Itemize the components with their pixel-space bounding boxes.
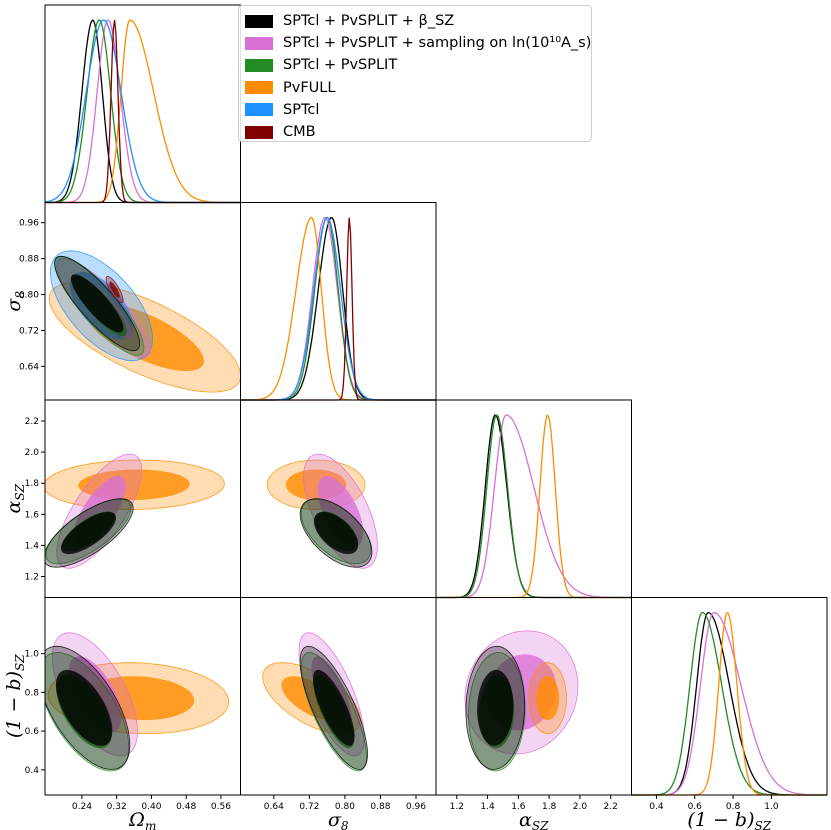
legend-label: SPTcl + PvSPLIT (283, 57, 398, 74)
contour-panel-s8_vs_om (48, 250, 241, 393)
contour-68 (313, 511, 359, 555)
y-tick-label: 0.72 (19, 326, 39, 336)
x-tick-label: 0.56 (211, 802, 231, 812)
x-tick-label: 0.4 (649, 802, 664, 812)
y-tick-label: 0.6 (25, 727, 40, 737)
legend-swatch (245, 58, 273, 72)
x-tick-label: 0.32 (107, 802, 127, 812)
x-tick-label: 0.40 (141, 802, 161, 812)
y-tick-label: 0.8 (25, 688, 40, 698)
legend-swatch (245, 14, 273, 28)
y-tick-label: 0.64 (19, 362, 39, 372)
legend-label: PvFULL (283, 79, 336, 96)
x-axis-label-b: (1 − b)SZ (687, 809, 771, 830)
legend-entry: SPTcl + PvSPLIT + sampling on ln(10¹⁰A_s… (245, 32, 591, 54)
legend-swatch (245, 125, 273, 139)
y-tick-label: 2.2 (25, 417, 39, 427)
contour-68 (109, 281, 120, 298)
marginal-curve (436, 414, 632, 599)
x-axis-label-asz: αSZ (519, 809, 549, 830)
y-tick-label: 0.80 (19, 291, 39, 301)
legend: SPTcl + PvSPLIT + β_SZ SPTcl + PvSPLIT +… (238, 5, 592, 142)
legend-label: SPTcl (283, 101, 320, 118)
marginal-curve (436, 414, 632, 599)
x-tick-label: 0.72 (299, 802, 319, 812)
contour-68 (477, 669, 514, 746)
y-tick-label: 1.6 (25, 510, 40, 520)
legend-swatch (245, 36, 273, 50)
y-tick-label: 0.4 (25, 766, 40, 776)
contour-68 (60, 511, 116, 555)
contour-68 (55, 669, 113, 746)
x-tick-label: 1.0 (764, 802, 779, 812)
legend-swatch (245, 81, 273, 95)
marginal-panel-s8 (240, 216, 436, 401)
y-tick-label: 0.88 (19, 255, 39, 265)
y-tick-label: 1.4 (25, 541, 40, 551)
x-tick-label: 1.4 (480, 802, 495, 812)
x-axis-label-om: Ωm (128, 809, 156, 830)
y-tick-label: 0.96 (19, 219, 39, 229)
y-tick-label: 1.2 (25, 573, 39, 583)
y-tick-label: 1.8 (25, 479, 40, 489)
x-tick-label: 2.2 (604, 802, 618, 812)
y-axis-label-asz: αSZ (3, 483, 27, 513)
legend-entry: SPTcl (245, 99, 583, 121)
marginal-panel-asz (436, 414, 632, 599)
marginal-curve (240, 217, 436, 401)
contour-panel-asz_vs_om (45, 453, 225, 569)
x-tick-label: 0.80 (335, 802, 355, 812)
legend-label: SPTcl + PvSPLIT + β_SZ (283, 13, 455, 30)
x-tick-label: 0.6 (688, 802, 703, 812)
legend-entry: CMB (245, 121, 583, 143)
panel-frame (435, 399, 632, 598)
x-tick-label: 1.2 (450, 802, 464, 812)
marginal-panel-om (44, 19, 241, 204)
x-tick-label: 1.8 (542, 802, 557, 812)
x-tick-label: 0.96 (406, 802, 426, 812)
legend-entry: PvFULL (245, 77, 583, 99)
contour-68 (313, 669, 355, 746)
x-tick-label: 0.88 (370, 802, 390, 812)
legend-swatch (245, 103, 273, 117)
legend-entry: SPTcl + PvSPLIT (245, 54, 583, 76)
marginal-curve (45, 19, 241, 204)
panel-frame (631, 597, 828, 796)
y-axis-label-b: (1 − b)SZ (3, 654, 27, 738)
legend-label: SPTcl + PvSPLIT + sampling on ln(10¹⁰A_s… (283, 35, 592, 52)
x-tick-label: 0.48 (176, 802, 196, 812)
legend-label: CMB (283, 124, 316, 141)
marginal-panel-b (631, 611, 827, 796)
contour-panel-b_vs_asz (464, 630, 579, 772)
y-tick-label: 1.0 (25, 650, 40, 660)
y-axis-label-s8: σ8 (3, 291, 27, 312)
x-tick-label: 2.0 (573, 802, 588, 812)
legend-entry: SPTcl + PvSPLIT + β_SZ (245, 10, 583, 32)
x-tick-label: 0.8 (726, 802, 741, 812)
marginal-curve (436, 414, 632, 599)
y-tick-label: 2.0 (25, 448, 40, 458)
contour-panel-asz_vs_s8 (266, 453, 378, 569)
contour-68 (536, 676, 560, 721)
x-tick-label: 0.24 (72, 802, 92, 812)
contour-panel-b_vs_om (45, 632, 230, 772)
x-tick-label: 1.6 (511, 802, 526, 812)
marginal-curve (436, 414, 632, 599)
contour-68 (70, 274, 124, 333)
panel-frame (44, 4, 241, 203)
x-tick-label: 0.64 (264, 802, 284, 812)
marginal-curve (631, 611, 827, 796)
x-axis-label-s8: σ8 (328, 809, 349, 830)
contour-panel-b_vs_s8 (262, 632, 368, 772)
